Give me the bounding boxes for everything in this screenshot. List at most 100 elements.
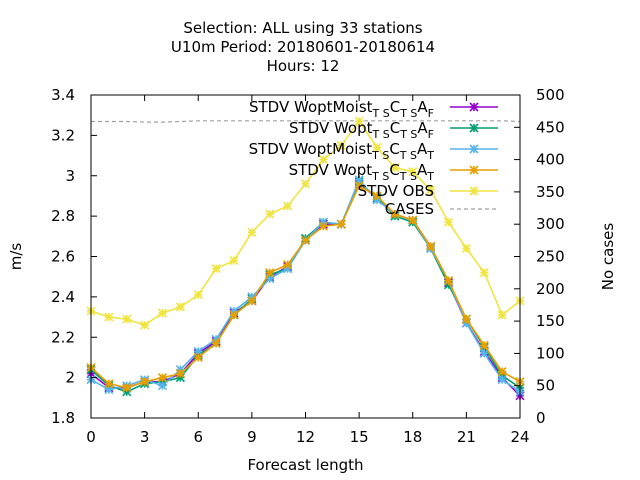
y-tick-label: 2.2 xyxy=(51,328,75,346)
legend-marker xyxy=(469,165,479,175)
y-tick-label: 3 xyxy=(65,167,75,185)
data-point xyxy=(372,191,382,201)
data-point xyxy=(300,179,311,189)
data-point xyxy=(461,314,471,324)
data-point xyxy=(479,268,489,278)
legend-entry: STDV WoptT SCT SAT xyxy=(289,161,498,183)
data-point xyxy=(265,209,275,219)
series-4 xyxy=(86,116,525,330)
data-point xyxy=(247,227,257,237)
x-tick-label: 3 xyxy=(140,428,150,446)
y-tick-label: 2.8 xyxy=(51,207,75,225)
data-point xyxy=(122,383,132,393)
data-point xyxy=(426,241,436,251)
data-point xyxy=(479,340,489,350)
series-line xyxy=(90,180,521,393)
legend-entry: STDV OBS xyxy=(358,182,498,200)
data-point xyxy=(193,290,203,300)
legend-marker xyxy=(469,144,479,154)
legend-entry: STDV WoptT SCT SAF xyxy=(289,119,498,141)
x-tick-label: 24 xyxy=(510,428,529,446)
legend-label: CASES xyxy=(385,200,434,218)
x-tick-label: 21 xyxy=(457,428,476,446)
y2-tick-label: 100 xyxy=(536,344,565,362)
x-tick-label: 15 xyxy=(350,428,369,446)
data-point xyxy=(140,377,150,387)
legend-entry: STDV WoptMoistT SCT SAF xyxy=(249,98,498,120)
data-point xyxy=(157,381,168,391)
data-point xyxy=(265,268,275,278)
data-point xyxy=(211,264,221,274)
data-point xyxy=(461,243,471,253)
data-point xyxy=(336,140,346,151)
legend-label: STDV WoptT SCT SAF xyxy=(289,119,434,141)
y-tick-label: 3.4 xyxy=(51,86,75,104)
y2-tick-label: 400 xyxy=(536,151,565,169)
legend-entry: CASES xyxy=(385,200,498,218)
series-line xyxy=(90,184,521,389)
data-point xyxy=(336,219,346,229)
series-line xyxy=(90,178,521,393)
data-point xyxy=(157,373,168,383)
data-point xyxy=(283,260,293,270)
data-point xyxy=(443,217,454,227)
y-tick-label: 1.8 xyxy=(51,409,75,427)
title-line-1: Selection: ALL using 33 stations xyxy=(183,19,422,37)
y-axis-label: m/s xyxy=(7,243,25,271)
x-tick-label: 18 xyxy=(403,428,422,446)
data-point xyxy=(104,379,114,389)
y-tick-label: 3.2 xyxy=(51,126,75,144)
data-point xyxy=(211,338,221,348)
series-3 xyxy=(86,181,525,393)
y2-tick-label: 50 xyxy=(536,377,555,395)
data-point xyxy=(497,310,507,320)
data-point xyxy=(354,181,364,191)
chart-title: Selection: ALL using 33 stations U10m Pe… xyxy=(171,19,435,75)
data-point xyxy=(318,155,328,165)
x-tick-label: 9 xyxy=(247,428,257,446)
series-line xyxy=(91,120,521,123)
legend-entry: STDV WoptMoistT SCT SAT xyxy=(249,140,498,162)
y2-tick-label: 450 xyxy=(536,118,565,136)
data-point xyxy=(390,163,400,173)
data-point xyxy=(372,142,382,153)
data-point xyxy=(408,215,418,225)
data-point xyxy=(354,116,364,126)
legend-label: STDV WoptMoistT SCT SAF xyxy=(249,98,434,120)
data-point xyxy=(247,296,257,306)
data-point xyxy=(104,312,114,322)
data-point xyxy=(175,369,185,379)
data-point xyxy=(408,167,418,177)
data-point xyxy=(157,308,168,318)
x-tick-label: 6 xyxy=(193,428,203,446)
legend-marker xyxy=(469,186,479,196)
legend-label: STDV OBS xyxy=(358,182,434,200)
data-point xyxy=(318,221,328,231)
y2-tick-label: 300 xyxy=(536,215,565,233)
y2-tick-label: 500 xyxy=(536,86,565,104)
data-point xyxy=(193,352,203,363)
title-line-3: Hours: 12 xyxy=(267,57,340,75)
axes: 0 3 6 9 12 15 18 21 24 1.8 2 2.2 2.4 2.6 2.8 3 3.2 3.4 0 50… xyxy=(51,86,565,446)
data-point xyxy=(229,255,239,266)
legend-marker xyxy=(469,102,479,112)
data-point xyxy=(283,201,293,211)
y2-tick-label: 200 xyxy=(536,280,565,298)
data-point xyxy=(426,185,436,195)
legend-marker xyxy=(469,123,479,133)
title-line-2: U10m Period: 20180601-20180614 xyxy=(171,38,435,56)
series-5 xyxy=(91,120,521,123)
data-point xyxy=(443,276,454,286)
legend-label: STDV WoptMoistT SCT SAT xyxy=(249,140,435,162)
y2-tick-label: 350 xyxy=(536,183,565,201)
data-point xyxy=(175,302,185,312)
data-point xyxy=(479,348,489,358)
y-tick-label: 2.4 xyxy=(51,288,75,306)
data-point xyxy=(497,375,507,385)
y-tick-label: 2.6 xyxy=(51,248,75,266)
data-point xyxy=(140,320,150,330)
data-point xyxy=(229,310,239,320)
series-1 xyxy=(86,177,525,397)
y2-tick-label: 150 xyxy=(536,312,565,330)
